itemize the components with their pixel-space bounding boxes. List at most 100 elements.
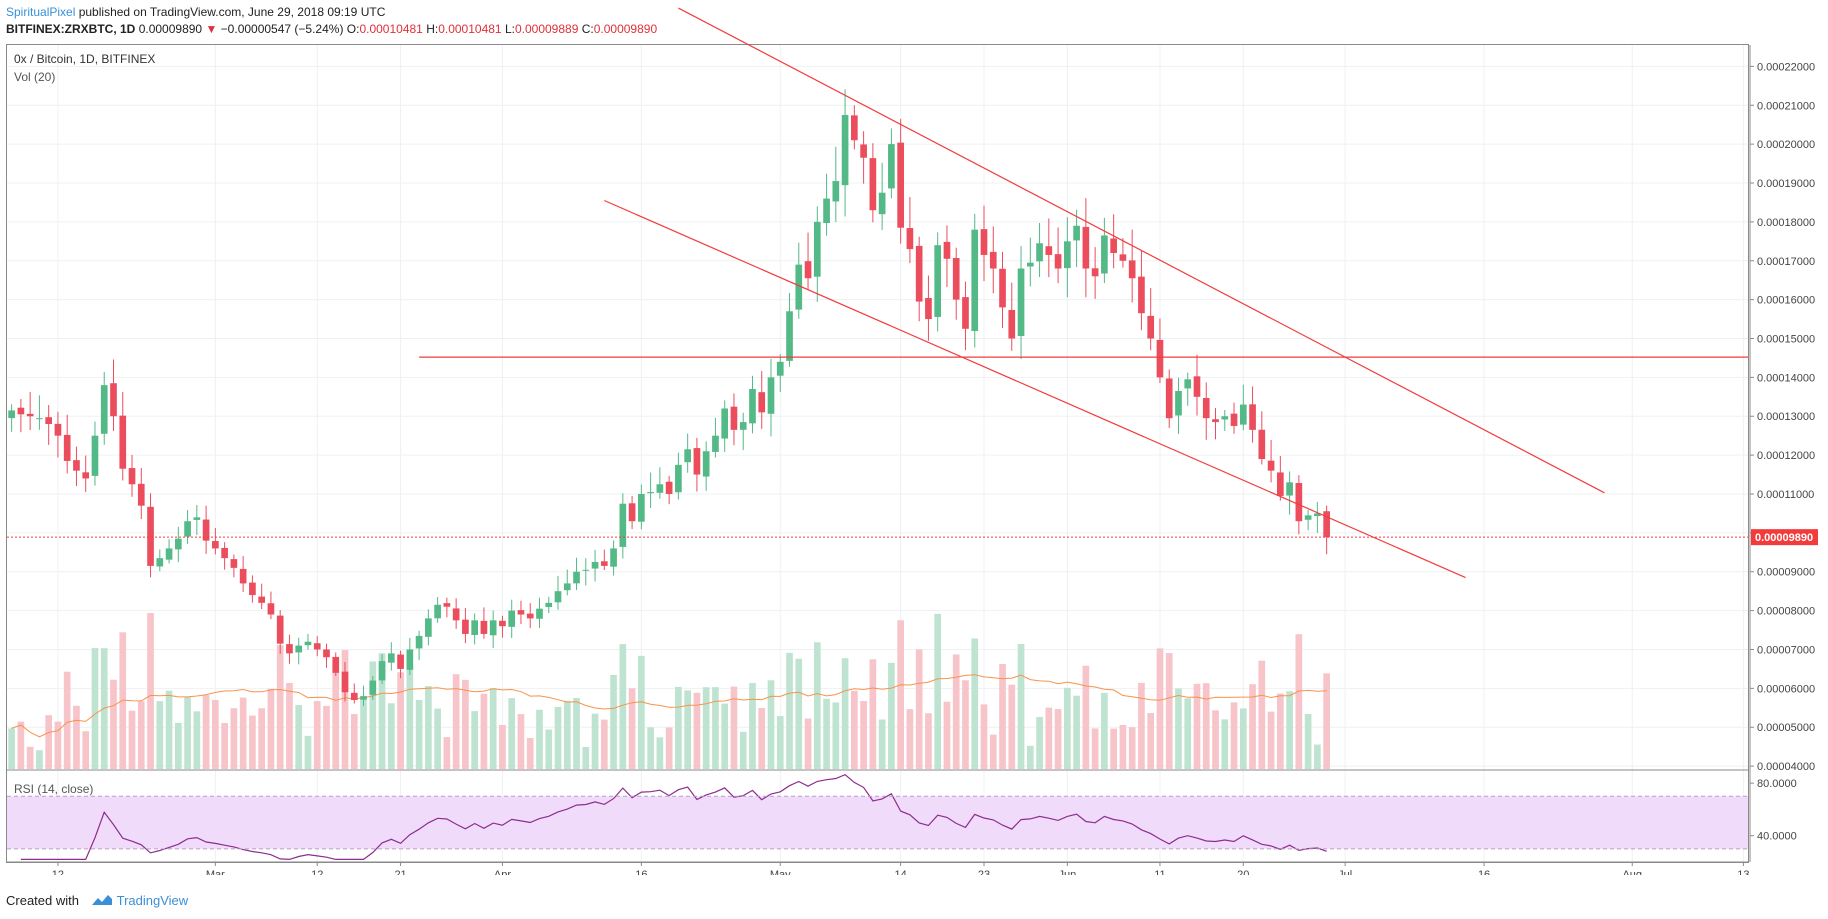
candle-body [462,619,469,634]
time-tick-label: 16 [635,869,647,875]
candle-body [776,361,784,376]
current-price-box [1751,529,1818,546]
candle-body [758,392,766,413]
time-tick-label: 20 [1237,869,1249,875]
candle-body [823,198,830,224]
candle-body [832,181,840,202]
candle-body [128,468,136,485]
volume-bar [480,693,488,769]
candle-body [1323,511,1330,538]
volume-bar [499,724,506,769]
price-tick-label: 0.00020000 [1757,139,1815,151]
high-value: 0.00010481 [438,22,502,36]
volume-bar [91,648,99,769]
candle-body [739,422,747,430]
candle-body [1064,241,1071,269]
volume-bar [1073,695,1080,769]
volume-bar [526,738,534,769]
author-link[interactable]: SpiritualPixel [6,5,76,19]
volume-bar [443,737,451,769]
candle-body [841,114,849,186]
volume-bar [17,721,25,769]
volume-bar [1267,711,1275,769]
close-value: 0.00009890 [593,22,658,36]
volume-bar [1277,693,1284,769]
candle-body [962,297,969,329]
candle-body [1073,225,1080,241]
volume-bar [1091,728,1099,769]
candle-body [369,680,377,695]
volume-bar [573,698,580,769]
candle-body [1249,404,1256,430]
candle-body [869,158,877,211]
candle-body [110,383,117,417]
tradingview-logo-icon[interactable] [91,893,113,910]
candle-body [165,548,173,560]
volume-bar [323,705,330,769]
volume-bar [656,737,664,769]
volume-bar [1314,744,1321,769]
candle-body [610,548,617,567]
candle-body [554,591,562,603]
volume-bar [962,680,969,769]
candle-body [508,610,516,627]
volume-bar [813,642,821,769]
volume-bar [1054,709,1062,769]
tradingview-link[interactable]: TradingView [116,893,189,908]
price-tick-label: 0.00018000 [1757,217,1815,229]
volume-bar [165,690,173,769]
candle-body [712,435,719,452]
candle-body [925,297,932,320]
candle-body [591,562,599,569]
volume-bar [841,658,849,769]
time-tick-label: Apr [494,869,511,875]
candle-body [1304,515,1312,520]
header: SpiritualPixel published on TradingView.… [0,0,1828,44]
volume-bar [184,697,191,769]
publish-line: SpiritualPixel published on TradingView.… [6,5,385,19]
candle-body [1314,513,1321,517]
candle-body [1101,235,1108,274]
candle-body [980,229,988,255]
volume-bar [212,700,219,769]
price-tick-label: 0.00012000 [1757,450,1815,462]
volume-bar [369,661,377,769]
volume-bar [350,714,358,769]
candle-body [73,460,80,471]
volume-bar [110,679,117,769]
volume-bar [249,715,256,769]
volume-bar [452,674,460,769]
volume-bar [989,734,997,769]
volume-bar [489,688,497,769]
published-text: published on TradingView.com, June 29, 2… [75,5,386,19]
volume-bar [276,645,284,769]
candle-body [406,649,414,670]
candle-body [45,417,53,425]
volume-bar [869,659,877,769]
volume-bar [147,613,154,769]
candle-body [1017,268,1025,337]
volume-bar [267,688,275,769]
chart-canvas[interactable]: 0.00004000 0.00005000 0.00006000 0.00007000… [0,0,1828,875]
down-arrow-icon: ▼ [205,22,218,36]
volume-bar [1008,684,1016,769]
price-tick-label: 0.00005000 [1757,722,1815,734]
volume-bar [675,686,682,769]
candle-body [573,571,580,584]
volume-bar [795,658,803,769]
candle-body [36,418,43,420]
candle-body [387,653,395,663]
volume-bar [536,709,543,769]
candle-body [1258,429,1266,460]
candle-body [100,385,108,434]
volume-bar [934,613,942,769]
volume-bar [1045,707,1053,769]
volume-bar [619,644,627,769]
volume-bar [563,700,571,769]
candle-body [82,472,90,479]
volume-bar [888,662,895,769]
candle-body [1286,482,1293,496]
candle-body [804,261,812,279]
volume-bar [45,715,53,769]
price-tick-label: 0.00009000 [1757,567,1815,579]
